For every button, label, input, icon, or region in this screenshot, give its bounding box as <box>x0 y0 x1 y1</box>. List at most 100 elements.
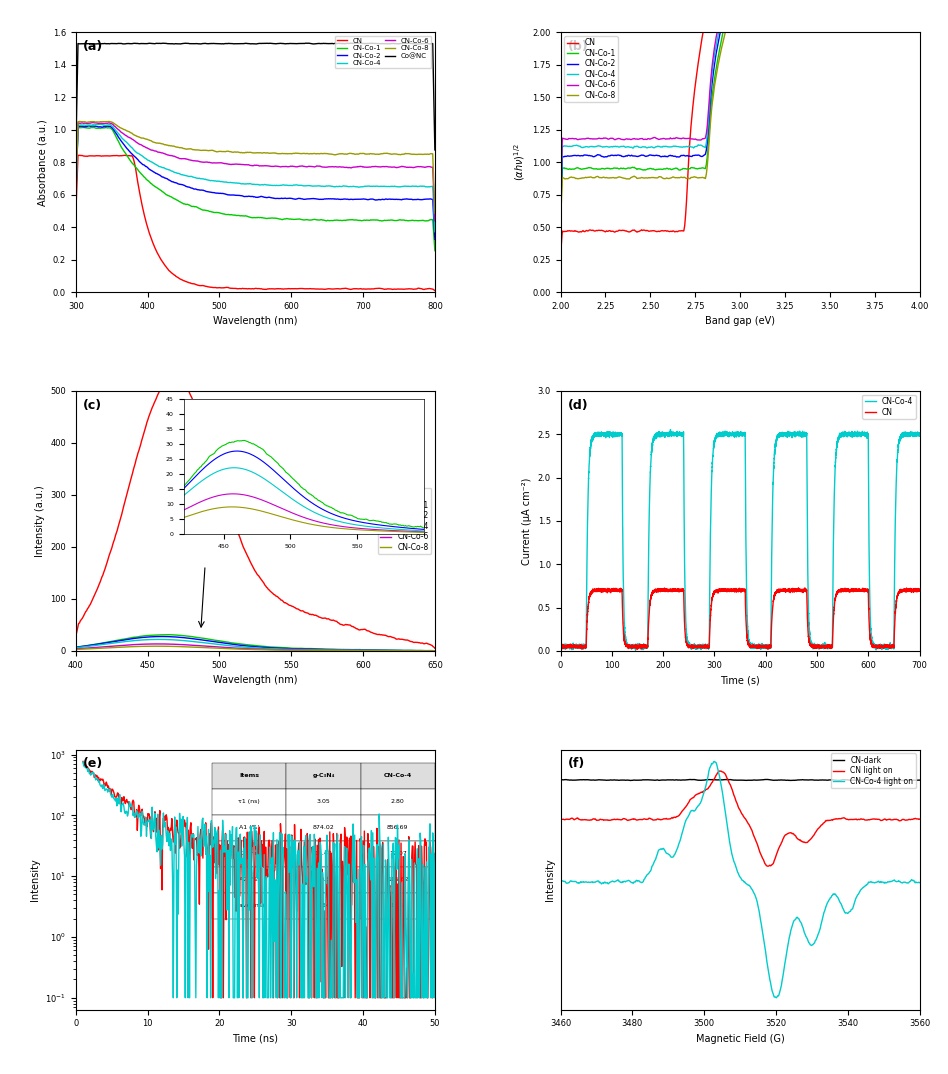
CN-Co-1 <box>330 643 341 656</box>
CN-Co-2 <box>213 636 225 649</box>
Co@NC <box>421 38 432 50</box>
CN <box>914 583 925 596</box>
CN light on <box>714 765 725 778</box>
X-axis label: Time (ns): Time (ns) <box>232 1034 279 1044</box>
CN-Co-4 <box>421 180 432 193</box>
CN <box>555 639 566 652</box>
CN-Co-8 <box>429 207 441 220</box>
Text: (e): (e) <box>83 757 103 770</box>
CN-Co-1 <box>555 212 566 224</box>
CN-Co-4 light on <box>726 847 738 860</box>
CN-Co-1 <box>297 642 308 655</box>
CN-Co-2 <box>598 150 610 163</box>
CN-Co-6 <box>188 639 199 652</box>
Line: g-C₃N₄: g-C₃N₄ <box>83 761 435 998</box>
CN <box>698 640 709 653</box>
CN-Co-1 <box>213 635 225 648</box>
CN-Co-4 <box>268 935 280 948</box>
CN <box>265 282 277 295</box>
CN-dark <box>555 773 566 786</box>
CN-Co-4 light on <box>769 990 780 1003</box>
CN-Co-2 <box>188 633 199 645</box>
Line: Co@NC: Co@NC <box>76 43 435 150</box>
Co@NC <box>429 144 441 157</box>
Line: CN: CN <box>560 587 920 649</box>
CN-Co-4 light on <box>850 891 862 904</box>
CN-Co-4 <box>629 643 641 656</box>
CN-Co-8 <box>188 641 199 654</box>
CN-Co-1 <box>114 634 125 647</box>
CN-Co-4 <box>70 642 82 655</box>
CN-Co-8 <box>114 641 125 654</box>
CN-Co-1 <box>598 162 610 175</box>
CN-Co-8 <box>697 171 708 184</box>
CN-Co-4 <box>284 179 296 192</box>
X-axis label: Wavelength (nm): Wavelength (nm) <box>213 676 298 685</box>
CN-Co-4 <box>422 991 433 1004</box>
CN-Co-4 light on <box>914 876 925 889</box>
CN-Co-4 <box>242 177 253 190</box>
Line: CN-Co-6: CN-Co-6 <box>560 0 920 200</box>
CN <box>188 396 199 409</box>
Line: CN-Co-8: CN-Co-8 <box>76 121 435 214</box>
Co@NC <box>70 144 82 157</box>
g-C₃N₄ <box>367 863 378 876</box>
CN-Co-4 <box>729 427 740 440</box>
CN-Co-4 <box>555 641 566 654</box>
CN-Co-8 <box>672 172 684 185</box>
X-axis label: Magnetic Field (G): Magnetic Field (G) <box>696 1034 784 1044</box>
g-C₃N₄ <box>268 866 280 879</box>
CN-Co-4 light on <box>728 855 739 868</box>
CN-Co-2 <box>244 190 255 203</box>
CN <box>429 285 441 297</box>
CN-Co-6 <box>152 638 163 651</box>
CN-Co-4 <box>555 199 566 212</box>
CN-Co-8 <box>365 147 376 160</box>
CN-Co-4 <box>665 423 676 436</box>
CN-dark <box>850 773 862 786</box>
g-C₃N₄ <box>422 991 433 1004</box>
CN-Co-4 light on <box>555 874 566 887</box>
Legend: CN-dark, CN light on, CN-Co-4 light on: CN-dark, CN light on, CN-Co-4 light on <box>830 754 916 788</box>
CN <box>690 640 702 653</box>
CN <box>429 642 441 655</box>
CN-Co-6 <box>429 215 441 228</box>
Co@NC <box>243 38 254 50</box>
Line: CN-Co-1: CN-Co-1 <box>76 128 435 250</box>
CN-Co-4 <box>188 635 199 648</box>
CN-Co-4 <box>429 644 441 657</box>
CN <box>284 282 296 295</box>
CN-Co-6 <box>555 193 566 206</box>
Line: CN: CN <box>560 0 920 256</box>
CN <box>672 226 684 238</box>
CN-Co-2 <box>421 192 432 205</box>
CN-Co-4 <box>914 427 925 440</box>
Line: CN-Co-2: CN-Co-2 <box>76 126 435 240</box>
CN-Co-4 <box>574 641 585 654</box>
X-axis label: Wavelength (nm): Wavelength (nm) <box>213 317 298 326</box>
CN-Co-1 <box>429 244 441 257</box>
CN-Co-4 <box>94 118 105 131</box>
Line: CN-Co-1: CN-Co-1 <box>560 0 920 218</box>
CN-Co-8 <box>103 115 115 128</box>
Line: CN: CN <box>76 377 435 649</box>
CN-Co-8 <box>330 644 341 657</box>
CN-Co-8 <box>151 640 162 653</box>
Y-axis label: Absorbance (a.u.): Absorbance (a.u.) <box>37 119 47 205</box>
Y-axis label: Intensity (a.u.): Intensity (a.u.) <box>35 485 45 556</box>
CN-Co-4 light on <box>771 991 782 1004</box>
Line: CN-Co-6: CN-Co-6 <box>76 122 435 221</box>
CN-Co-6 <box>114 639 125 652</box>
CN <box>70 207 82 220</box>
CN-dark <box>727 773 738 786</box>
CN-Co-6 <box>265 160 277 173</box>
CN-Co-4 <box>332 643 343 656</box>
CN-Co-8 <box>70 188 82 201</box>
X-axis label: Band gap (eV): Band gap (eV) <box>705 317 775 326</box>
CN-Co-1 <box>421 214 432 227</box>
CN-Co-6 <box>297 643 308 656</box>
CN-Co-4 <box>168 991 179 1004</box>
Line: CN-Co-4: CN-Co-4 <box>560 430 920 650</box>
CN <box>244 282 255 295</box>
Legend: CN, CN-Co-1, CN-Co-2, CN-Co-4, CN-Co-6, CN-Co-8: CN, CN-Co-1, CN-Co-2, CN-Co-4, CN-Co-6, … <box>564 37 618 102</box>
